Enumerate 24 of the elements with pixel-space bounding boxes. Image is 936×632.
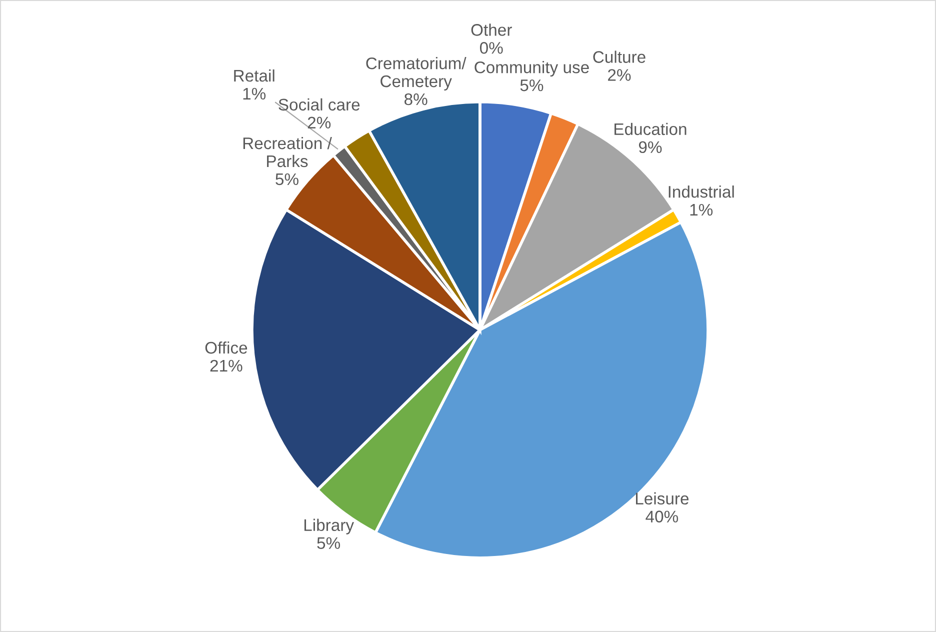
slice-label: Culture [593,50,646,63]
data-label: 8% [404,93,428,106]
slice-label: Retail [234,69,274,82]
data-label: 2% [608,69,631,81]
slice-label: Community use [474,61,589,77]
category-label: Other [471,24,512,36]
slice-label: Office [205,341,248,354]
data-label: 1% [243,88,266,100]
data-label: 5% [520,79,544,92]
slice-label: Social care [278,98,360,111]
text: 0% [480,42,503,54]
data-label: 2% [308,116,331,128]
data-label: 5% [276,173,298,186]
data-label: 1% [690,204,713,216]
data-label: 9% [638,141,662,154]
slice-label: Education [614,122,686,136]
slice-label: Crematorium/Cemetery [366,57,466,91]
data-label: 5% [317,537,340,549]
data-label: 40% [646,510,678,522]
slice-label: Recreation / Parks [243,136,332,168]
data-label: 21% [210,360,242,372]
slice-label: Library [304,518,354,534]
slice-label: Leisure [636,492,689,505]
slice-label: Industrial [668,185,734,198]
